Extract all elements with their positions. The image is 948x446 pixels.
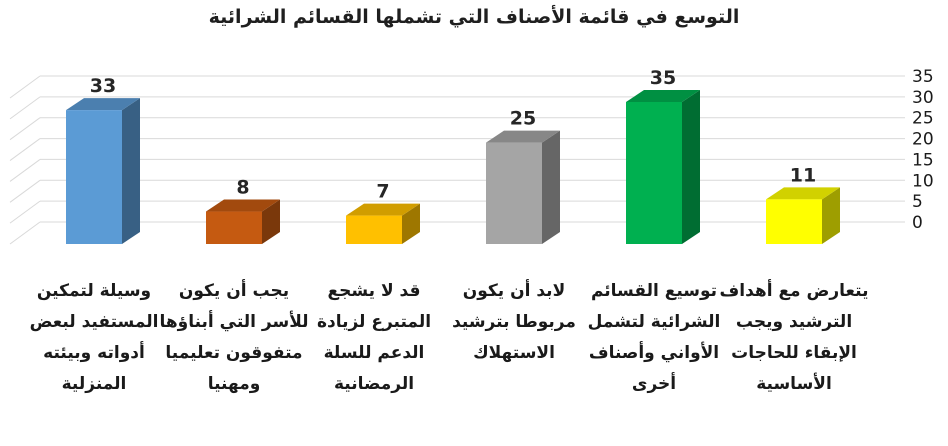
bar-side [682,90,700,244]
y-tick-label: 25 [912,109,934,129]
y-tick-label: 10 [912,171,934,191]
bar-front [206,211,262,244]
y-tick-label: 0 [912,213,923,233]
data-label: 7 [376,181,389,203]
bar-top [766,187,840,200]
bar [206,199,280,244]
category-label: وسيلة لتمكين المستفيد لبعض أدواته وبيئته… [29,281,159,394]
bars [66,90,840,244]
bar-front [626,102,682,244]
data-labels: 33 8 7 25 35 11 [90,67,816,203]
bar-top [626,90,700,102]
bar [626,90,700,244]
y-tick-label: 15 [912,150,934,170]
category-label: قد لا يشجع المتبرع لزيادة الدعم للسلة ال… [316,281,432,394]
data-label: 33 [90,75,116,97]
bar [766,187,840,244]
data-label: 25 [510,108,536,130]
data-label: 35 [650,67,676,89]
bar [486,130,560,244]
bar-front [486,142,542,244]
bar-front [346,215,402,244]
gridline-side [9,221,41,245]
gridline-side [9,96,41,120]
bar-side [122,98,140,244]
bar-side [542,130,560,244]
grid-lines [9,75,905,245]
data-label: 11 [790,164,816,186]
gridline-side [9,179,41,203]
category-label: توسيع القسائم الشرائية لتشمل الأواني وأص… [587,281,721,394]
category-label: يجب أن يكون للأسر التي أبناؤها متفوقون ت… [159,281,309,394]
bar-side [262,199,280,244]
bar-side [822,187,840,244]
y-tick-label: 5 [912,192,923,212]
bar-top [486,130,560,143]
category-label: لابد أن يكون مربوطا بترشيد الاستهلاك [452,281,576,363]
bar-top [66,98,140,111]
bar-top [346,203,420,216]
bar-front [766,199,822,244]
gridline-side [9,159,41,182]
y-tick-label: 35 [912,67,934,87]
gridline-side [9,200,41,224]
bar [66,98,140,244]
y-tick-label: 20 [912,130,934,150]
y-tick-label: 30 [912,88,934,108]
gridline-side [9,117,41,141]
gridline-side [9,75,41,99]
bar [346,203,420,244]
data-label: 8 [236,177,249,199]
gridline-side [9,138,41,161]
bar-side [402,203,420,244]
bar-top [206,199,280,212]
chart-title: التوسع في قائمة الأصناف التي تشملها القس… [208,6,740,28]
category-label: يتعارض مع أهداف الترشيد ويجب الإبقاء للح… [719,281,869,394]
bar-front [66,110,122,244]
